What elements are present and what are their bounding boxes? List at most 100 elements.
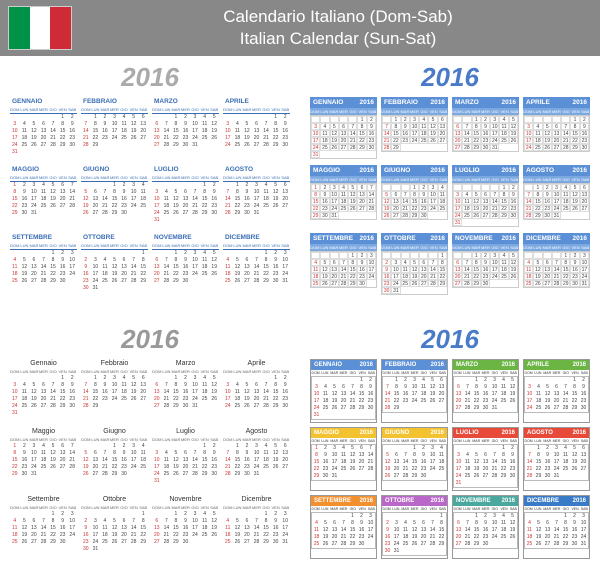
days-grid: 1234567891011121314151617181920212223242… bbox=[381, 251, 448, 295]
days-grid: 1234567891011121314151617181920212223242… bbox=[10, 114, 77, 156]
year-label: 2016 bbox=[310, 324, 590, 355]
days-grid: 1234567891011121314151617181920212223242… bbox=[152, 114, 219, 149]
month-cell: AGOSTODOMLUNMARMERGIOVENSAB1234567891011… bbox=[223, 165, 290, 229]
month-cell: MAGGIODOMLUNMARMERGIOVENSAB1234567891011… bbox=[10, 165, 77, 229]
days-grid: 1234567891011121314151617181920212223242… bbox=[524, 444, 589, 481]
days-grid: 1234567891011121314151617181920212223242… bbox=[452, 115, 519, 152]
weekday-row: DOMLUNMARMERGIOVENSAB bbox=[81, 436, 148, 443]
days-grid: 1234567891011121314151617181920212223242… bbox=[311, 376, 376, 420]
days-grid: 1234567891011121314151617181920212223242… bbox=[152, 182, 219, 224]
weekday-row: DOMLUNMARMERGIOVENSAB bbox=[523, 108, 590, 115]
days-grid: 1234567891011121314151617181920212223242… bbox=[523, 251, 590, 288]
month-name: FEBBRAIO bbox=[81, 97, 148, 106]
days-grid: 1234567891011121314151617181920212223242… bbox=[310, 251, 377, 288]
month-cell: DICEMBRE2016DOMLUNMARMERGIOVENSAB1234567… bbox=[523, 495, 590, 559]
italy-flag bbox=[8, 6, 72, 50]
month-header: NOVEMBRE2016 bbox=[452, 233, 519, 244]
month-header: OTTOBRE2016 bbox=[381, 233, 448, 244]
weekday-row: DOMLUNMARMERGIOVENSAB bbox=[152, 242, 219, 250]
month-header: SETTEMBRE2016 bbox=[311, 496, 376, 506]
month-header: AGOSTO2016 bbox=[523, 165, 590, 176]
weekday-row: DOMLUNMARMERGIOVENSAB bbox=[381, 176, 448, 183]
month-cell: APRILE2016DOMLUNMARMERGIOVENSAB123456789… bbox=[523, 359, 590, 423]
month-header: AGOSTO2016 bbox=[524, 428, 589, 438]
calendar-variant-2: 2016 GENNAIO2016DOMLUNMARMERGIOVENSAB123… bbox=[300, 56, 600, 318]
month-name: LUGLIO bbox=[152, 165, 219, 174]
month-cell: LUGLIO2016DOMLUNMARMERGIOVENSAB123456789… bbox=[452, 427, 519, 491]
weekday-row: DOMLUNMARMERGIOVENSAB bbox=[152, 368, 219, 375]
month-cell: MarzoDOMLUNMARMERGIOVENSAB12345678910111… bbox=[152, 359, 219, 423]
month-cell: GIUGNO2016DOMLUNMARMERGIOVENSAB123456789… bbox=[381, 165, 448, 229]
month-header: GENNAIO2016 bbox=[310, 97, 377, 108]
months-grid-3: GennaioDOMLUNMARMERGIOVENSAB123456789101… bbox=[10, 359, 290, 559]
weekday-row: DOMLUNMARMERGIOVENSAB bbox=[381, 108, 448, 115]
month-name: Aprile bbox=[223, 359, 290, 368]
weekday-row: DOMLUNMARMERGIOVENSAB bbox=[523, 244, 590, 251]
month-cell: SETTEMBRE2016DOMLUNMARMERGIOVENSAB123456… bbox=[310, 495, 377, 559]
header: Calendario Italiano (Dom-Sab) Italian Ca… bbox=[0, 0, 600, 56]
month-cell: GENNAIO2016DOMLUNMARMERGIOVENSAB12345678… bbox=[310, 359, 377, 423]
month-name: Settembre bbox=[10, 495, 77, 504]
flag-red-stripe bbox=[50, 7, 71, 49]
days-grid: 1234567891011121314151617181920212223242… bbox=[10, 443, 77, 478]
month-cell: OTTOBRE2016DOMLUNMARMERGIOVENSAB12345678… bbox=[381, 495, 448, 559]
weekday-row: DOMLUNMARMERGIOVENSAB bbox=[152, 174, 219, 182]
month-cell: SettembreDOMLUNMARMERGIOVENSAB1234567891… bbox=[10, 495, 77, 559]
days-grid: 1234567891011121314151617181920212223242… bbox=[310, 183, 377, 220]
month-header: NOVEMBRE2016 bbox=[453, 496, 518, 506]
month-cell: FEBBRAIO2016DOMLUNMARMERGIOVENSAB1234567… bbox=[381, 359, 448, 423]
calendar-grid: 2016 GENNAIODOMLUNMARMERGIOVENSAB1234567… bbox=[0, 56, 600, 579]
month-cell: NOVEMBRE2016DOMLUNMARMERGIOVENSAB1234567… bbox=[452, 495, 519, 559]
month-name: APRILE bbox=[223, 97, 290, 106]
days-grid: 1234567891011121314151617181920212223242… bbox=[223, 250, 290, 285]
weekday-row: DOMLUNMARMERGIOVENSAB bbox=[223, 174, 290, 182]
month-header: DICEMBRE2016 bbox=[523, 233, 590, 244]
title-italian: Calendario Italiano (Dom-Sab) bbox=[84, 6, 592, 28]
weekday-row: DOMLUNMARMERGIOVENSAB bbox=[10, 504, 77, 511]
month-cell: NOVEMBRE2016DOMLUNMARMERGIOVENSAB1234567… bbox=[452, 233, 519, 297]
month-name: DICEMBRE bbox=[223, 233, 290, 242]
weekday-row: DOMLUNMARMERGIOVENSAB bbox=[452, 108, 519, 115]
flag-white-stripe bbox=[30, 7, 51, 49]
weekday-row: DOMLUNMARMERGIOVENSAB bbox=[10, 106, 77, 114]
weekday-row: DOMLUNMARMERGIOVENSAB bbox=[223, 242, 290, 250]
weekday-row: DOMLUNMARMERGIOVENSAB bbox=[81, 174, 148, 182]
weekday-row: DOMLUNMARMERGIOVENSAB bbox=[223, 436, 290, 443]
days-grid: 1234567891011121314151617181920212223242… bbox=[10, 375, 77, 417]
month-header: GENNAIO2016 bbox=[311, 360, 376, 370]
month-cell: AgostoDOMLUNMARMERGIOVENSAB1234567891011… bbox=[223, 427, 290, 491]
days-grid: 1234567891011121314151617181920212223242… bbox=[523, 183, 590, 220]
calendar-variant-4: 2016 GENNAIO2016DOMLUNMARMERGIOVENSAB123… bbox=[300, 318, 600, 579]
year-label: 2016 bbox=[10, 62, 290, 93]
days-grid: 1234567891011121314151617181920212223242… bbox=[81, 511, 148, 553]
days-grid: 1234567891011121314151617181920212223242… bbox=[311, 512, 376, 549]
days-grid: 1234567891011121314151617181920212223242… bbox=[10, 511, 77, 546]
month-header: DICEMBRE2016 bbox=[524, 496, 589, 506]
days-grid: 1234567891011121314151617181920212223242… bbox=[452, 251, 519, 288]
weekday-row: DOMLUNMARMERGIOVENSAB bbox=[81, 504, 148, 511]
month-header: MARZO2016 bbox=[453, 360, 518, 370]
days-grid: 1234567891011121314151617181920212223242… bbox=[223, 443, 290, 478]
month-cell: AprileDOMLUNMARMERGIOVENSAB1234567891011… bbox=[223, 359, 290, 423]
month-cell: OttobreDOMLUNMARMERGIOVENSAB123456789101… bbox=[81, 495, 148, 559]
weekday-row: DOMLUNMARMERGIOVENSAB bbox=[81, 106, 148, 114]
month-name: Marzo bbox=[152, 359, 219, 368]
month-name: AGOSTO bbox=[223, 165, 290, 174]
days-grid: 1234567891011121314151617181920212223242… bbox=[382, 376, 447, 413]
weekday-row: DOMLUNMARMERGIOVENSAB bbox=[10, 368, 77, 375]
days-grid: 1234567891011121314151617181920212223242… bbox=[223, 375, 290, 410]
month-cell: NOVEMBREDOMLUNMARMERGIOVENSAB12345678910… bbox=[152, 233, 219, 297]
months-grid-4: GENNAIO2016DOMLUNMARMERGIOVENSAB12345678… bbox=[310, 359, 590, 559]
month-cell: SETTEMBRE2016DOMLUNMARMERGIOVENSAB123456… bbox=[310, 233, 377, 297]
month-cell: MaggioDOMLUNMARMERGIOVENSAB1234567891011… bbox=[10, 427, 77, 491]
month-name: Maggio bbox=[10, 427, 77, 436]
month-header: GIUGNO2016 bbox=[382, 428, 447, 438]
year-label: 2016 bbox=[10, 324, 290, 355]
month-cell: DICEMBRE2016DOMLUNMARMERGIOVENSAB1234567… bbox=[523, 233, 590, 297]
month-cell: MARZODOMLUNMARMERGIOVENSAB12345678910111… bbox=[152, 97, 219, 161]
weekday-row: DOMLUNMARMERGIOVENSAB bbox=[452, 244, 519, 251]
month-name: Ottobre bbox=[81, 495, 148, 504]
days-grid: 1234567891011121314151617181920212223242… bbox=[381, 183, 448, 220]
month-cell: DicembreDOMLUNMARMERGIOVENSAB12345678910… bbox=[223, 495, 290, 559]
days-grid: 1234567891011121314151617181920212223242… bbox=[452, 183, 519, 227]
